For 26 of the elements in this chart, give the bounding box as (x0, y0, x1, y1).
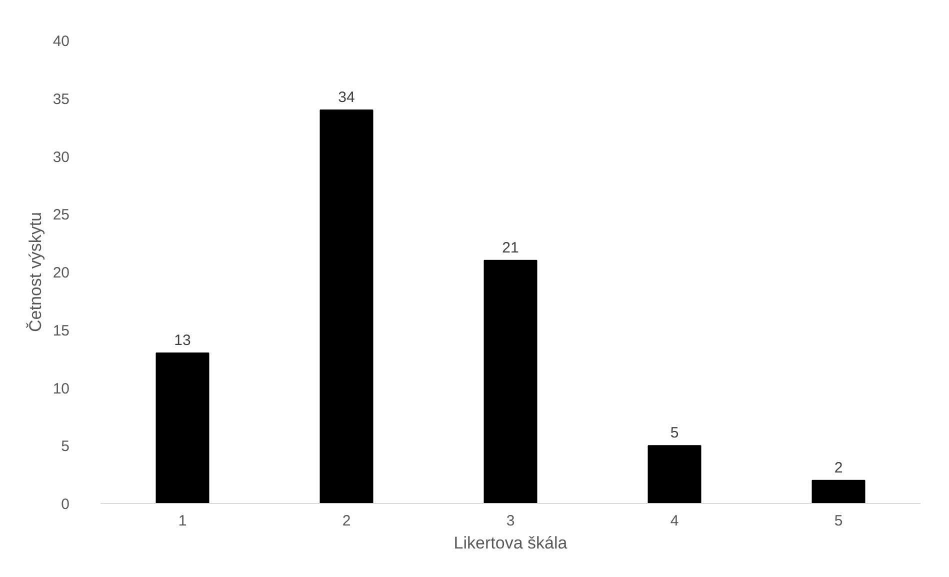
y-tick-label: 5 (61, 438, 70, 456)
bar (484, 260, 538, 504)
data-label: 34 (338, 88, 355, 106)
y-tick-label: 15 (52, 322, 70, 340)
bar (812, 480, 866, 504)
y-tick-label: 40 (52, 33, 70, 50)
bar (320, 109, 374, 504)
y-tick-label: 30 (52, 148, 70, 166)
data-label: 2 (834, 459, 843, 476)
bar (648, 445, 702, 504)
x-tick-label: 2 (342, 512, 351, 530)
data-label: 13 (174, 332, 191, 350)
y-tick-label: 10 (52, 380, 70, 398)
x-axis-title: Likertova škála (454, 534, 568, 552)
x-tick-label: 5 (834, 512, 843, 530)
y-axis-title: Četnost výskytu (26, 212, 45, 332)
y-tick-label: 20 (52, 264, 70, 282)
data-label: 5 (670, 424, 679, 442)
data-label: 21 (502, 239, 519, 256)
x-tick-label: 3 (506, 512, 515, 530)
x-tick-label: 1 (178, 512, 187, 530)
y-tick-label: 35 (52, 90, 70, 108)
y-tick-label: 25 (52, 206, 70, 224)
x-tick-label: 4 (670, 512, 679, 530)
bar (156, 352, 210, 504)
y-tick-label: 0 (61, 496, 70, 513)
